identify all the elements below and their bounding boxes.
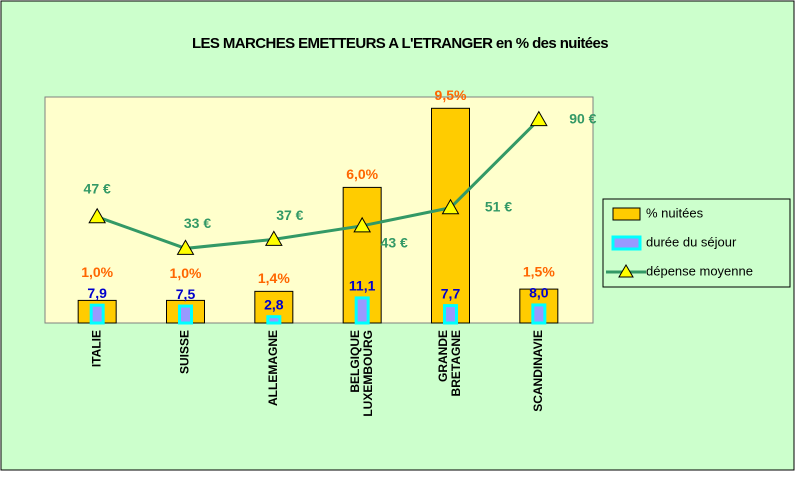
data-label: 51 € [485,198,512,214]
line [96,118,540,250]
legend-label: durée du séjour [646,234,737,249]
x-tick-label: ITALIE [89,330,103,367]
x-tick-label: BELGIQUE [348,330,362,393]
data-label: 7,5 [176,286,196,302]
marker [264,230,283,246]
plot-area [44,96,594,324]
x-tick-label: GRANDE [436,330,450,382]
bar [354,296,370,325]
data-label: 11,1 [349,278,376,294]
data-label: 37 € [276,207,303,223]
legend-swatch [611,235,642,251]
marker [441,198,460,215]
x-tick-label: SUISSE [178,330,192,374]
x-tick-label: BRETAGNE [449,330,463,396]
bar [443,304,458,325]
marker [529,110,548,127]
bar [431,107,470,324]
bar [178,304,193,325]
marker [353,216,372,233]
bar [531,303,547,325]
data-label: 90 € [569,110,596,126]
marker [176,239,195,255]
data-label: 8,0 [529,285,549,301]
data-label: 33 € [184,215,211,231]
x-tick-label: ALLEMAGNE [266,330,280,406]
chart-title: LES MARCHES EMETTEURS A L'ETRANGER en % … [192,35,608,52]
data-label: 6,0% [346,166,378,182]
data-label: 9,5% [435,87,467,103]
data-label: 7,9 [87,285,107,301]
data-label: 1,5% [523,264,555,280]
marker [88,207,107,224]
x-tick-label: LUXEMBOURG [361,330,375,417]
legend-swatch [618,264,634,278]
data-label: 2,8 [264,296,284,312]
data-label: 1,0% [170,265,202,281]
data-label: 1,0% [81,264,113,280]
data-label: 47 € [84,180,111,196]
data-label: 7,7 [441,285,461,301]
data-label: 43 € [381,235,408,251]
x-tick-label: SCANDINAVIE [531,330,545,412]
bar [266,315,282,325]
legend-swatch [612,207,641,221]
bar [89,303,105,325]
data-label: 1,4% [258,270,290,286]
legend-label: % nuitées [646,205,704,220]
legend-label: dépense moyenne [646,263,753,278]
